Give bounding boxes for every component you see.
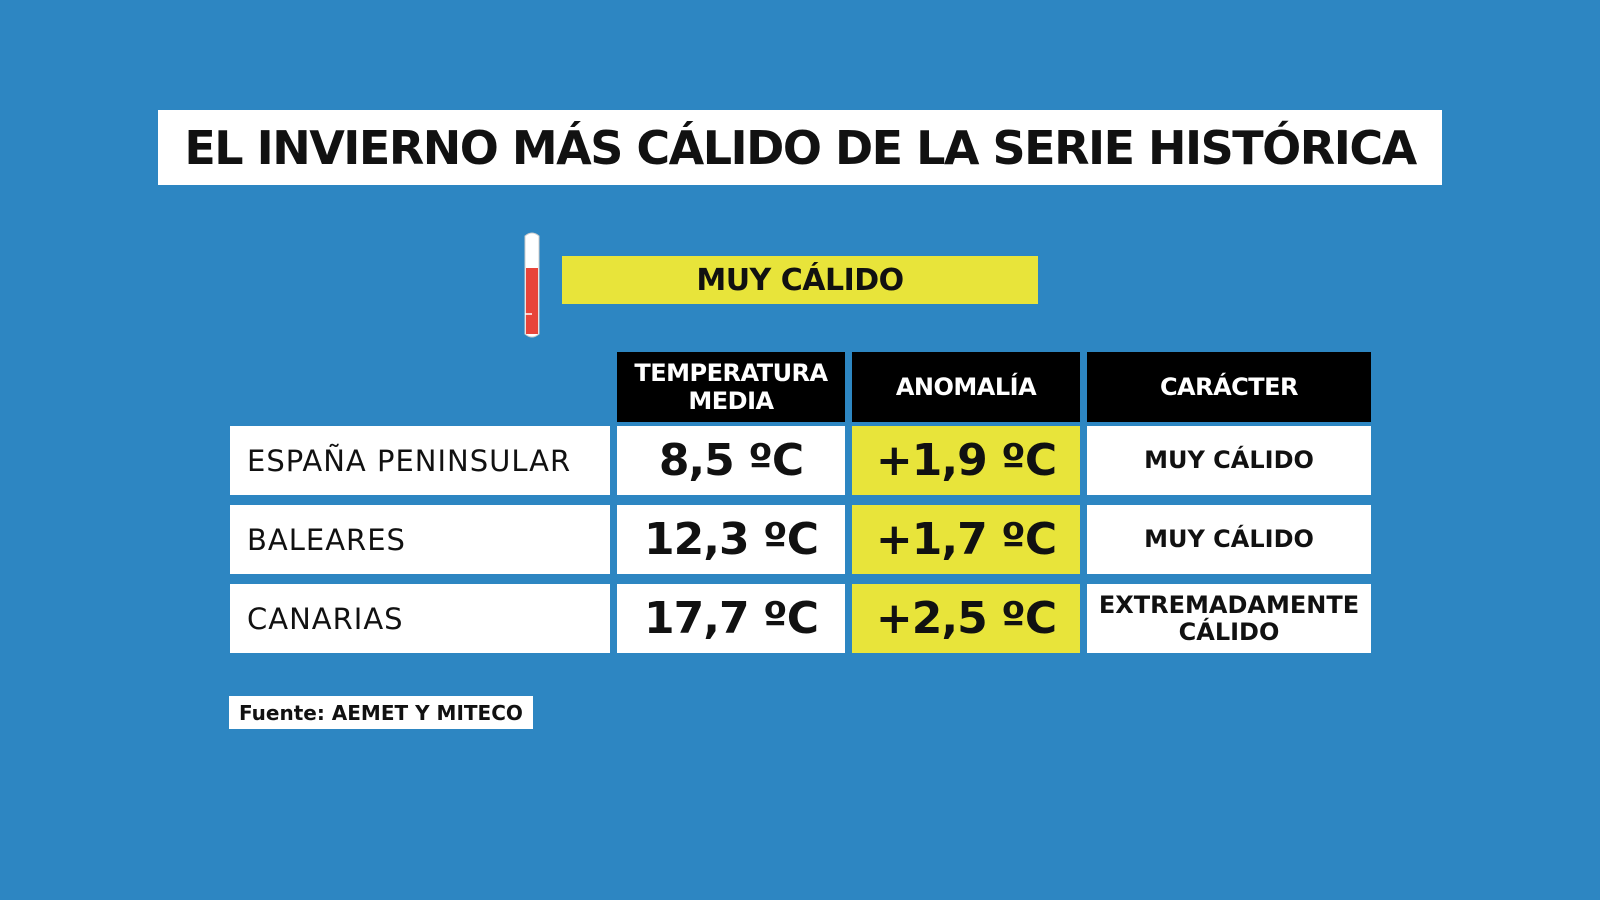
row-region-espana: ESPAÑA PENINSULAR (230, 426, 610, 495)
row-character-baleares: MUY CÁLIDO (1087, 505, 1371, 574)
title-banner: EL INVIERNO MÁS CÁLIDO DE LA SERIE HISTÓ… (158, 110, 1442, 185)
thermometer-icon (524, 232, 540, 338)
thermometer-fill (526, 268, 538, 334)
source-label: Fuente: AEMET Y MITECO (229, 696, 533, 729)
header-anomalia: ANOMALÍA (852, 352, 1080, 422)
row-region-canarias: CANARIAS (230, 584, 610, 653)
row-anomaly-baleares: +1,7 ºC (852, 505, 1080, 574)
row-character-espana: MUY CÁLIDO (1087, 426, 1371, 495)
row-anomaly-canarias: +2,5 ºC (852, 584, 1080, 653)
row-anomaly-espana: +1,9 ºC (852, 426, 1080, 495)
legend-label: MUY CÁLIDO (696, 262, 904, 298)
page-title: EL INVIERNO MÁS CÁLIDO DE LA SERIE HISTÓ… (184, 120, 1417, 175)
header-temperatura-media: TEMPERATURA MEDIA (617, 352, 845, 422)
legend-muy-calido: MUY CÁLIDO (562, 256, 1038, 304)
row-temperature-canarias: 17,7 ºC (617, 584, 845, 653)
row-temperature-baleares: 12,3 ºC (617, 505, 845, 574)
header-caracter: CARÁCTER (1087, 352, 1371, 422)
row-character-canarias: EXTREMADAMENTE CÁLIDO (1087, 584, 1371, 653)
row-temperature-espana: 8,5 ºC (617, 426, 845, 495)
row-region-baleares: BALEARES (230, 505, 610, 574)
